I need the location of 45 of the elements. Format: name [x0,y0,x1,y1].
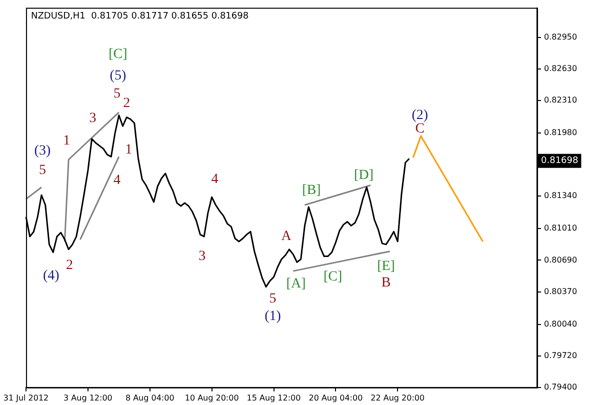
annotation: 5 [113,86,120,102]
y-tick-label: 0.80040 [544,319,578,328]
annotation: [D] [354,168,374,184]
annotation: 4 [211,172,218,188]
annotation: C [415,122,425,137]
annotation: [C] [108,46,128,62]
annotation: 5 [269,291,276,306]
annotation: [E] [377,258,395,274]
y-tick-label: 0.81010 [544,224,578,233]
x-tick-label: 15 Aug 12:00 [246,393,301,402]
annotation: (5) [110,68,126,84]
y-tick-label: 0.80370 [544,286,578,296]
annotation: (4) [43,268,60,284]
annotation: (2) [412,108,428,123]
x-tick-label: 20 Aug 04:00 [308,393,363,402]
annotation: 5 [38,163,46,178]
annotation: [B] [302,182,321,198]
annotation: 3 [198,248,206,264]
x-tick-label: 31 Jul 2012 [3,393,49,402]
annotation: A [281,229,292,244]
y-tick-label: 0.81340 [544,191,578,200]
annotation: 1 [125,142,132,158]
y-tick-label: 0.82950 [544,32,578,42]
x-tick-label: 8 Aug 04:00 [125,393,174,402]
annotation: 3 [89,110,96,126]
text: 0.81698 [541,156,578,166]
annotation: 4 [113,173,120,188]
y-tick-label: 0.82630 [544,64,578,74]
annotation: B [381,276,391,291]
annotation: (3) [34,143,51,158]
annotation: [C] [323,270,342,285]
annotation: [A] [286,276,306,292]
annotation: 1 [63,134,70,149]
y-tick-label: 0.79720 [544,350,578,360]
annotation: 2 [66,258,74,273]
y-tick-label: 0.79400 [544,382,578,392]
y-tick-label: 0.80690 [544,255,578,264]
annotation: 2 [123,96,130,112]
x-tick-label: 3 Aug 12:00 [64,393,112,402]
chart-title: NZDUSD,H1 0.81705 0.81717 0.81655 0.81698 [31,12,249,22]
y-tick-label: 0.82310 [544,96,578,105]
x-tick-label: 22 Aug 20:00 [370,393,425,402]
y-tick-label: 0.81980 [544,128,578,138]
annotation: (1) [264,309,282,324]
x-tick-label: 10 Aug 20:00 [184,393,239,402]
